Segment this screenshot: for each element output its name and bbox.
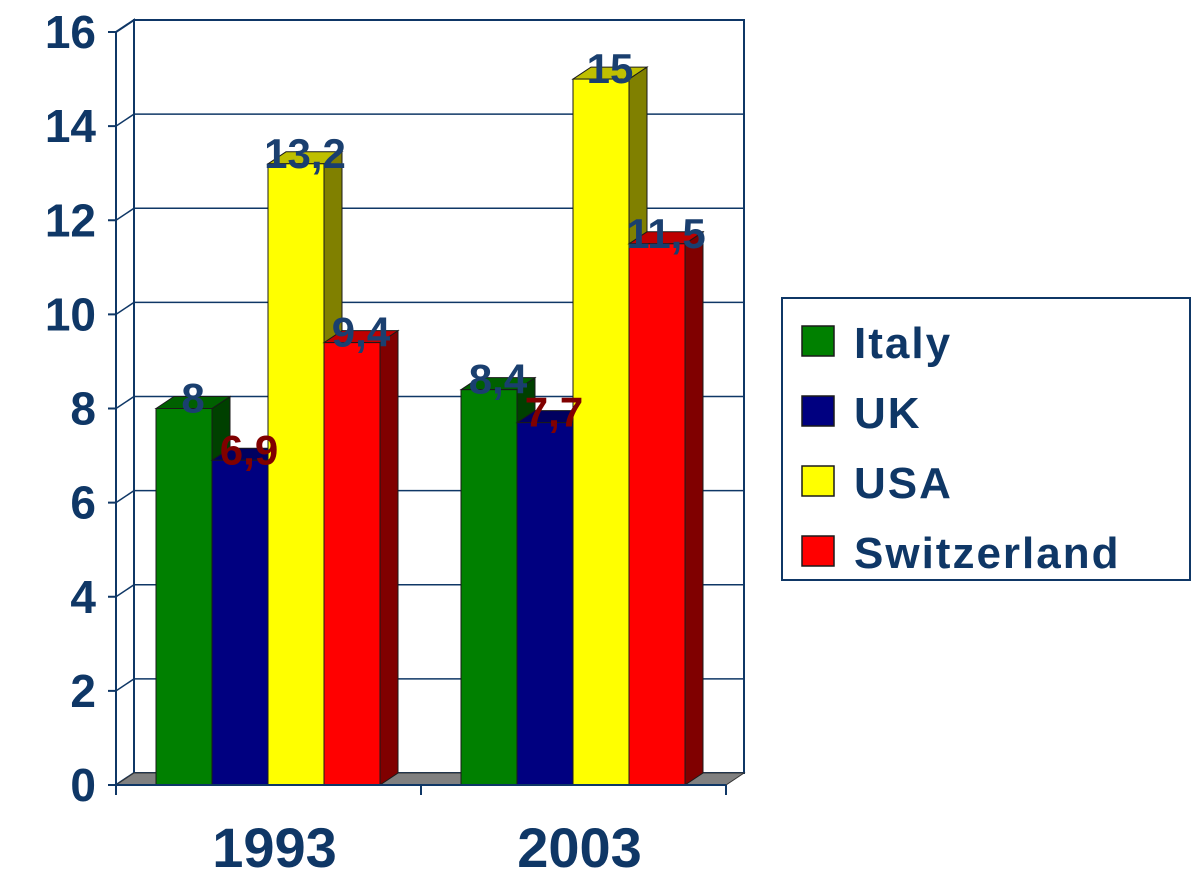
bars bbox=[154, 66, 705, 786]
gridline-side bbox=[115, 113, 135, 127]
legend-label: UK bbox=[854, 389, 922, 438]
data-label-uk-2003: 7,7 bbox=[525, 389, 583, 436]
gridline-side bbox=[115, 207, 135, 221]
legend-item-italy: Italy bbox=[801, 319, 952, 368]
y-tick-label: 10 bbox=[45, 288, 96, 340]
data-label-switzerland-1993: 9,4 bbox=[332, 309, 391, 356]
legend-label: USA bbox=[854, 459, 953, 508]
gridline-side bbox=[115, 490, 135, 504]
y-axis-tick-labels: 0 2 4 6 8 10 12 14 16 bbox=[45, 6, 97, 811]
x-axis-category-labels: 1993 2003 bbox=[212, 816, 642, 871]
bar-switzerland-2003 bbox=[627, 230, 705, 786]
data-label-italy-2003: 8,4 bbox=[469, 356, 528, 403]
legend-box bbox=[781, 297, 1191, 581]
y-tick-label: 2 bbox=[70, 665, 96, 717]
legend-swatch bbox=[801, 465, 835, 497]
gridline-side bbox=[115, 584, 135, 598]
bar-switzerland-1993 bbox=[322, 329, 400, 786]
axes bbox=[108, 31, 727, 795]
legend-label: Switzerland bbox=[854, 529, 1121, 578]
y-tick-label: 8 bbox=[70, 383, 96, 435]
data-labels: 8 6,9 13,2 9,4 8,47,7 15 11,5 bbox=[181, 45, 705, 473]
y-tick-label: 12 bbox=[45, 194, 96, 246]
y-tick-label: 6 bbox=[70, 477, 96, 529]
gridline-side bbox=[115, 395, 135, 410]
legend-item-switzerland: Switzerland bbox=[801, 529, 1121, 578]
legend-swatch bbox=[801, 395, 835, 427]
legend-swatch bbox=[801, 535, 835, 567]
legend-item-usa: USA bbox=[801, 459, 953, 508]
legend-item-uk: UK bbox=[801, 389, 922, 438]
gridline-side bbox=[115, 19, 135, 33]
legend: Italy UK USA Switzerland bbox=[781, 297, 1191, 581]
data-label-usa-2003: 15 bbox=[587, 45, 634, 92]
y-tick-label: 16 bbox=[45, 6, 96, 58]
data-label-uk-1993: 6,9 bbox=[220, 426, 278, 473]
data-label-italy-1993: 8 bbox=[181, 375, 204, 422]
gridline-side bbox=[115, 301, 135, 315]
x-category-label: 2003 bbox=[517, 816, 642, 871]
data-label-usa-1993: 13,2 bbox=[264, 130, 346, 177]
legend-swatch bbox=[801, 325, 835, 357]
x-category-label: 1993 bbox=[212, 816, 337, 871]
gridline-side bbox=[115, 678, 135, 692]
y-tick-label: 14 bbox=[45, 100, 97, 152]
y-tick-label: 4 bbox=[70, 571, 96, 623]
legend-label: Italy bbox=[854, 319, 952, 368]
data-label-switzerland-2003: 11,5 bbox=[626, 210, 705, 257]
y-tick-label: 0 bbox=[70, 759, 96, 811]
